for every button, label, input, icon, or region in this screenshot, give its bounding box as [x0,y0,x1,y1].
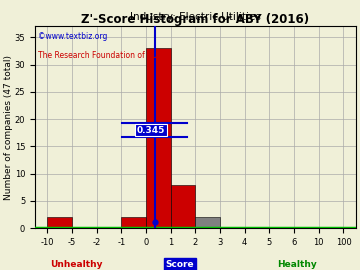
Bar [146,48,171,228]
Text: Unhealthy: Unhealthy [50,260,103,269]
Bar [47,217,72,228]
Bar [195,217,220,228]
Bar [121,217,146,228]
Text: Industry: Electric Utilities: Industry: Electric Utilities [130,12,261,22]
Text: ©www.textbiz.org: ©www.textbiz.org [38,32,108,42]
Text: 0.345: 0.345 [137,126,165,134]
Title: Z'-Score Histogram for ABY (2016): Z'-Score Histogram for ABY (2016) [81,14,310,26]
Text: The Research Foundation of SUNY: The Research Foundation of SUNY [38,51,168,60]
Text: Healthy: Healthy [277,260,317,269]
Y-axis label: Number of companies (47 total): Number of companies (47 total) [4,55,13,200]
Bar [171,185,195,228]
Text: Score: Score [166,260,194,269]
